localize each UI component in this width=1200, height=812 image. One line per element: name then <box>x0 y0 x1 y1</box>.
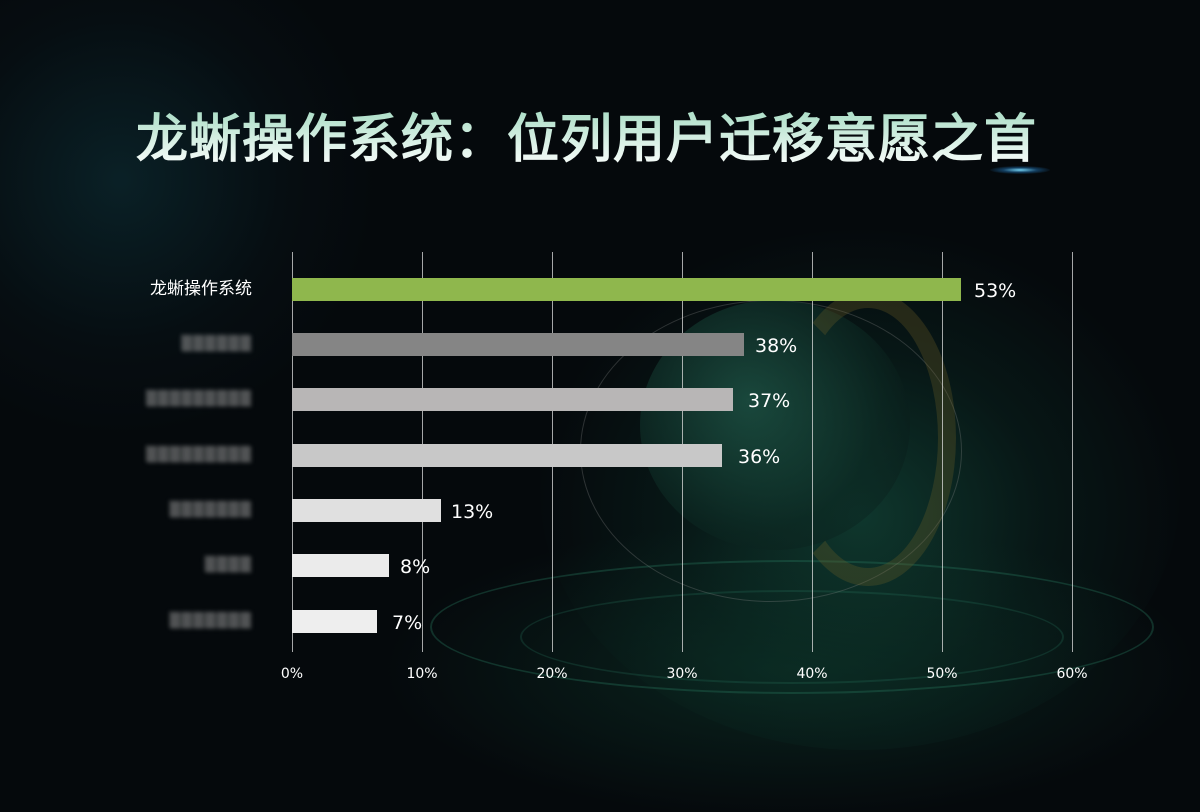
bar <box>292 499 441 522</box>
bar-value-label: 36% <box>738 446 781 468</box>
bar <box>292 333 744 356</box>
bar <box>292 554 389 577</box>
page-title: 龙蜥操作系统：位列用户迁移意愿之首 <box>136 108 1076 172</box>
category-label-redacted: ▒▒▒▒ <box>204 557 252 573</box>
category-label-redacted: ▒▒▒▒▒▒▒▒▒ <box>146 391 252 407</box>
bar-value-label: 8% <box>400 556 431 578</box>
category-label-redacted: ▒▒▒▒▒▒ <box>181 336 252 352</box>
bar-highlight <box>292 278 961 301</box>
gridline <box>1072 252 1073 652</box>
lens-flare <box>990 166 1050 174</box>
bar <box>292 610 377 633</box>
category-label-redacted: ▒▒▒▒▒▒▒ <box>169 502 252 518</box>
bar-value-label: 7% <box>392 612 423 634</box>
x-tick-label: 40% <box>796 666 828 682</box>
bar-value-label: 53% <box>974 280 1017 302</box>
bar-value-label: 38% <box>755 335 798 357</box>
category-label: 龙蜥操作系统 <box>150 279 252 299</box>
category-label-redacted: ▒▒▒▒▒▒▒ <box>169 613 252 629</box>
gridline <box>812 252 813 652</box>
bar-value-label: 37% <box>748 390 791 412</box>
x-tick-label: 0% <box>280 666 304 682</box>
x-tick-label: 10% <box>406 666 438 682</box>
x-tick-label: 20% <box>536 666 568 682</box>
bar <box>292 444 722 467</box>
category-label-redacted: ▒▒▒▒▒▒▒▒▒ <box>146 447 252 463</box>
x-tick-label: 50% <box>926 666 958 682</box>
x-tick-label: 30% <box>666 666 698 682</box>
bar-value-label: 13% <box>451 501 494 523</box>
x-tick-label: 60% <box>1056 666 1088 682</box>
bar <box>292 388 733 411</box>
gridline <box>942 252 943 652</box>
